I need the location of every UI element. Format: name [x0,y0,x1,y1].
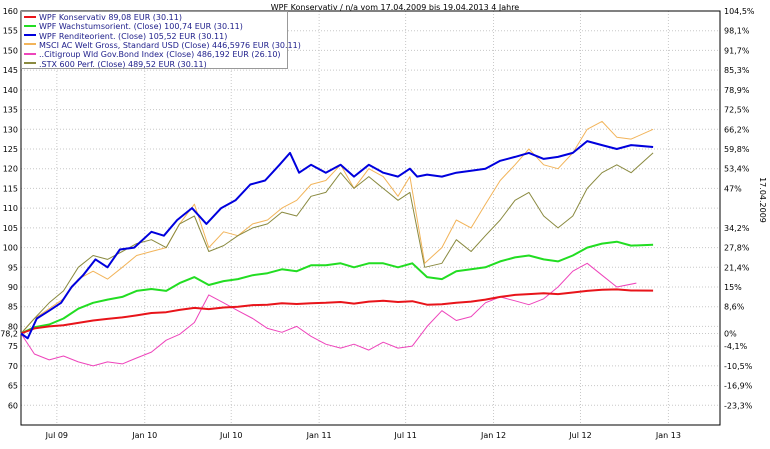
right-tick-label: 53,4% [724,165,750,174]
legend-swatch [24,62,36,64]
axis-layer: 60 65 70 75 78,280 85 90 95 100 105 110 115 120 125 13… [0,7,755,440]
y-tick-label: 105 [3,224,18,233]
x-tick-label: Jul 12 [568,431,591,440]
series-layer [20,120,654,367]
y-tick-label: 85 [8,303,18,312]
right-tick-label: 91,7% [724,46,750,55]
right-tick-label: -23,3% [724,401,753,410]
y-tick-label: 140 [3,86,18,95]
legend-label: MSCI AC Welt Gross, Standard USD (Close)… [39,40,301,50]
y-tick-label: 95 [8,263,18,272]
legend-label: .STX 600 Perf. (Close) 489,52 EUR (30.11… [39,59,207,69]
legend-item: WPF Konservativ 89,08 EUR (30.11) [24,13,182,22]
right-tick-label: 15% [724,283,742,292]
legend-label: WPF Wachstumsorient. (Close) 100,74 EUR … [39,22,243,32]
series-line [20,152,654,334]
series-line [20,120,654,334]
legend-item: WPF Wachstumsorient. (Close) 100,74 EUR … [24,22,243,31]
plot-frame [20,10,721,426]
y-tick-label: 130 [3,125,18,134]
legend-item: .STX 600 Perf. (Close) 489,52 EUR (30.11… [24,60,207,69]
right-axis-label: 17.04.2009 [758,177,767,223]
legend-swatch [24,43,36,46]
legend-label: WPF Renditeorient. (Close) 105,52 EUR (3… [39,31,228,41]
right-tick-label: 85,3% [724,66,750,75]
x-tick-label: Jul 11 [393,431,416,440]
y-tick-label: 70 [8,362,18,371]
y-tick-label: 100 [3,244,18,253]
right-tick-label: 78,9% [724,86,750,95]
legend-label: ..Citigroup Wld Gov.Bond Index (Close) 4… [39,50,281,60]
x-tick-label: Jan 11 [306,431,332,440]
right-tick-label: 66,2% [724,125,750,134]
grid-layer [21,10,720,425]
y-tick-label: 125 [3,145,18,154]
y-tick-label: 120 [3,165,18,174]
right-tick-label: 47% [724,184,742,193]
y-tick-label: 135 [3,106,18,115]
x-tick-label: Jul 10 [219,431,242,440]
right-tick-label: 98,1% [724,27,750,36]
y-tick-label: 145 [3,66,18,75]
x-tick-label: Jan 12 [480,431,506,440]
y-tick-label: 80 [8,322,18,331]
legend-item: MSCI AC Welt Gross, Standard USD (Close)… [24,41,301,50]
x-tick-label: Jan 10 [131,431,157,440]
right-tick-label: -16,9% [724,382,753,391]
right-tick-label: 72,5% [724,106,750,115]
legend-swatch [24,34,36,37]
right-tick-label: 104,5% [724,7,755,16]
legend-swatch [24,15,36,18]
right-tick-label: -4,1% [724,342,748,351]
x-tick-label: Jul 09 [45,431,68,440]
x-tick-label: Jan 13 [655,431,681,440]
series-line [20,262,637,367]
legend-label: WPF Konservativ 89,08 EUR (30.11) [39,13,182,22]
legend-item: ..Citigroup Wld Gov.Bond Index (Close) 4… [24,50,281,59]
right-tick-label: -10,5% [724,362,753,371]
right-tick-label: 59,8% [724,145,750,154]
y-tick-label: 75 [8,342,18,351]
right-tick-label: 21,4% [724,263,750,272]
right-tick-label: 0% [724,330,737,339]
y-tick-label: 60 [8,401,18,410]
legend: WPF Konservativ 89,08 EUR (30.11) WPF Wac… [21,11,301,69]
series-line [20,240,654,335]
right-tick-label: 27,8% [724,244,750,253]
right-tick-label: 8,6% [724,303,745,312]
series-line [20,140,654,340]
y-tick-label: 150 [3,46,18,55]
y-tick-label: 65 [8,382,18,391]
legend-swatch [24,24,36,27]
legend-swatch [24,52,36,55]
series-line [20,288,654,335]
y-tick-label: 155 [3,27,18,36]
right-tick-label: 34,2% [724,224,750,233]
chart-title: WPF Konservativ / n/a vom 17.04.2009 bis… [271,3,520,12]
y-tick-label: 115 [3,184,18,193]
y-tick-label: 160 [3,7,18,16]
legend-item: WPF Renditeorient. (Close) 105,52 EUR (3… [24,32,227,41]
y-tick-label: 78,2 [0,330,18,339]
y-tick-label: 90 [8,283,18,292]
y-tick-label: 110 [3,204,18,213]
